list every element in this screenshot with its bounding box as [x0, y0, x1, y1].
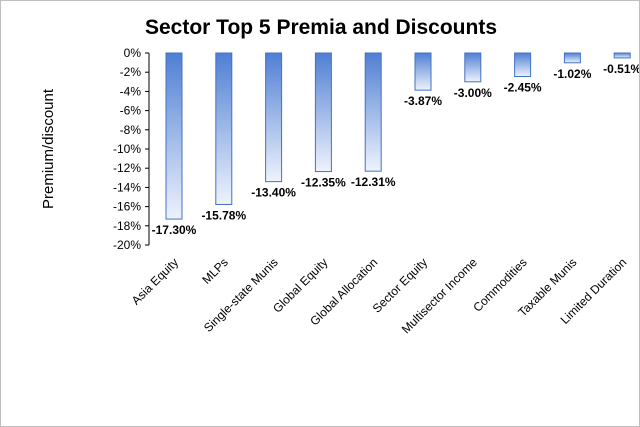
- y-tick-label: -6%: [120, 104, 142, 118]
- bars: [165, 52, 631, 220]
- data-label: -3.00%: [454, 86, 492, 100]
- bar: [314, 52, 332, 173]
- data-label: -1.02%: [553, 67, 591, 81]
- data-label: -3.87%: [404, 94, 442, 108]
- data-label: -13.40%: [251, 186, 296, 200]
- bar: [563, 52, 581, 64]
- bar: [464, 52, 482, 83]
- y-tick-label: -10%: [113, 142, 141, 156]
- category-label: MLPs: [199, 255, 231, 287]
- y-tick-label: -8%: [120, 123, 142, 137]
- bar: [414, 52, 432, 91]
- y-tick-label: -4%: [120, 84, 142, 98]
- data-label: -12.35%: [301, 176, 346, 190]
- data-label: -12.31%: [351, 175, 396, 189]
- y-tick-label: -18%: [113, 219, 141, 233]
- data-label: -17.30%: [152, 223, 197, 237]
- bar: [514, 52, 532, 78]
- data-label: -15.78%: [201, 208, 246, 222]
- category-label: Asia Equity: [129, 255, 181, 307]
- y-tick-label: -14%: [113, 180, 141, 194]
- y-tick-label: -2%: [120, 65, 142, 79]
- bar: [265, 52, 283, 183]
- bar: [613, 52, 631, 59]
- bar: [215, 52, 233, 205]
- data-label: -2.45%: [504, 81, 542, 95]
- y-axis-ticks: 0% -2% -4% -6% -8% -10% -12% -14% -16% -18% -20%: [113, 46, 149, 252]
- bar: [364, 52, 382, 172]
- data-label: -0.51%: [603, 62, 639, 76]
- y-tick-label: -16%: [113, 200, 141, 214]
- bar: [165, 52, 183, 220]
- y-tick-label: -20%: [113, 238, 141, 252]
- y-axis-label: Premium/discount: [40, 88, 57, 209]
- chart-title: Sector Top 5 Premia and Discounts: [145, 16, 497, 39]
- data-labels: -17.30% -15.78% -13.40% -12.35% -12.31% -3.87…: [152, 62, 639, 237]
- y-tick-label: 0%: [124, 46, 142, 60]
- y-tick-label: -12%: [113, 161, 141, 175]
